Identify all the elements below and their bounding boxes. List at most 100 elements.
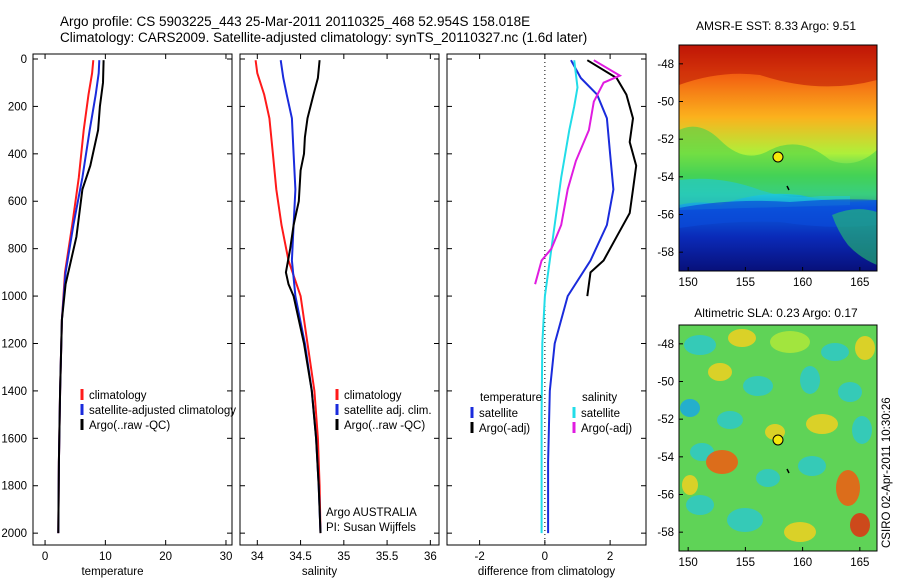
y-tick-label: 1200 bbox=[1, 338, 27, 350]
map-y-tick-label: -54 bbox=[657, 172, 674, 184]
legend-header: temperature bbox=[480, 392, 542, 404]
salinity-panel: 34 34.5 35 35.5 36 salinity climatology satelli… bbox=[239, 53, 440, 578]
map-y-tick-label: -54 bbox=[657, 452, 674, 464]
x-tick-label: 30 bbox=[220, 551, 233, 563]
map-x-tick-label: 155 bbox=[736, 277, 755, 289]
header-line-2: Climatology: CARS2009. Satellite-adjuste… bbox=[60, 30, 588, 45]
annotation: Argo AUSTRALIA bbox=[326, 507, 417, 519]
y-tick-label: 0 bbox=[21, 54, 27, 66]
map-x-tick-label: 150 bbox=[679, 277, 698, 289]
sla-patch bbox=[680, 399, 700, 417]
sla-map-axes: 150 155 160 165 -48 -50 -52 -54 -56 -58 bbox=[657, 339, 869, 569]
temperature-panel: 0 10 20 30 0 200 400 600 800 1000 1200 1400 1600 1800… bbox=[1, 53, 236, 578]
y-tick-label: 800 bbox=[8, 244, 27, 256]
legend-label: Argo(-adj) bbox=[479, 423, 530, 435]
legend-label: satellite adj. clim. bbox=[344, 405, 432, 417]
sst-argo-marker bbox=[772, 151, 784, 163]
x-tick-label: 20 bbox=[159, 551, 172, 563]
sla-patch bbox=[784, 522, 816, 542]
sla-patch bbox=[684, 335, 716, 355]
map-y-tick-label: -52 bbox=[657, 134, 674, 146]
legend-label: satellite-adjusted climatology bbox=[89, 405, 236, 417]
plot-frame bbox=[32, 53, 233, 546]
map-x-tick-label: 150 bbox=[679, 557, 698, 569]
sla-map-title: Altimetric SLA: 0.23 Argo: 0.17 bbox=[694, 306, 858, 320]
x-tick-label: 2 bbox=[607, 551, 613, 563]
x-tick-label: 10 bbox=[99, 551, 112, 563]
y-tick-label: 1400 bbox=[1, 386, 27, 398]
sla-map: Altimetric SLA: 0.23 Argo: 0.17 150 155 16… bbox=[657, 306, 878, 569]
x-tick-label: 36 bbox=[424, 551, 437, 563]
map-y-tick-label: -48 bbox=[657, 59, 674, 71]
legend-label: satellite bbox=[479, 408, 518, 420]
y-tick-label: 1600 bbox=[1, 433, 27, 445]
figure-header: Argo profile: CS 5903225_443 25-Mar-2011… bbox=[0, 0, 640, 50]
x-tick-label: 34 bbox=[251, 551, 264, 563]
sla-patch bbox=[728, 329, 756, 347]
sla-patch bbox=[836, 470, 860, 506]
series-line-red bbox=[254, 60, 322, 534]
sla-patch bbox=[850, 513, 870, 537]
sla-patch bbox=[756, 469, 780, 487]
sla-patch bbox=[686, 495, 714, 515]
header-line-1: Argo profile: CS 5903225_443 25-Mar-2011… bbox=[60, 14, 531, 29]
x-axis-label: salinity bbox=[302, 566, 337, 578]
x-tick-label: 35.5 bbox=[376, 551, 398, 563]
x-tick-label: 34.5 bbox=[289, 551, 311, 563]
sst-map-frame bbox=[678, 44, 878, 272]
sla-patch bbox=[708, 363, 732, 381]
series-line-cyan bbox=[540, 60, 579, 534]
series-line-blue bbox=[547, 59, 615, 534]
map-x-tick-label: 165 bbox=[850, 277, 869, 289]
legend-label: climatology bbox=[89, 390, 147, 402]
legend-label: climatology bbox=[344, 390, 402, 402]
sla-patch bbox=[706, 450, 738, 474]
x-tick-label: 0 bbox=[542, 551, 548, 563]
map-y-tick-label: -58 bbox=[657, 527, 674, 539]
y-tick-label: 600 bbox=[8, 196, 27, 208]
sla-anomaly-patches bbox=[680, 329, 875, 542]
legend-header: salinity bbox=[582, 392, 617, 404]
map-y-tick-label: -52 bbox=[657, 414, 674, 426]
plot-frame bbox=[239, 53, 440, 546]
map-x-tick-label: 160 bbox=[793, 277, 812, 289]
sst-warm-patch bbox=[679, 45, 877, 87]
y-tick-label: 2000 bbox=[1, 528, 27, 540]
map-x-tick-label: 160 bbox=[793, 557, 812, 569]
y-tick-label: 200 bbox=[8, 101, 27, 113]
sla-map-frame bbox=[678, 324, 878, 552]
sst-map-title: AMSR-E SST: 8.33 Argo: 9.51 bbox=[696, 19, 856, 33]
map-y-tick-label: -50 bbox=[657, 377, 674, 389]
series-line-black bbox=[284, 60, 322, 534]
sla-patch bbox=[798, 456, 826, 476]
sla-patch bbox=[852, 416, 872, 444]
map-y-tick-label: -58 bbox=[657, 247, 674, 259]
sst-argo-track bbox=[786, 185, 790, 191]
sla-patch bbox=[727, 508, 763, 532]
x-tick-label: 0 bbox=[42, 551, 48, 563]
plot-frame bbox=[446, 53, 647, 546]
y-tick-label: 1800 bbox=[1, 481, 27, 493]
annotation: PI: Susan Wijffels bbox=[326, 522, 416, 534]
map-x-tick-label: 155 bbox=[736, 557, 755, 569]
sst-green-east bbox=[832, 209, 877, 265]
map-y-tick-label: -50 bbox=[657, 97, 674, 109]
sla-patch bbox=[717, 411, 743, 429]
sst-front bbox=[679, 199, 877, 228]
sla-patch bbox=[743, 376, 773, 396]
footer-stamp: CSIRO 02-Apr-2011 10:30:26 bbox=[881, 397, 893, 548]
sst-map: AMSR-E SST: 8.33 Argo: 9.51 150 155 160 165… bbox=[657, 19, 878, 289]
sla-argo-track bbox=[786, 468, 790, 474]
sla-patch bbox=[682, 475, 698, 495]
sla-patch bbox=[770, 331, 810, 353]
sst-map-axes: 150 155 160 165 -48 -50 -52 -54 -56 -58 bbox=[657, 59, 869, 289]
sla-patch bbox=[806, 414, 838, 434]
sla-patch bbox=[800, 366, 820, 394]
x-tick-label: 35 bbox=[337, 551, 350, 563]
sla-patch bbox=[821, 343, 849, 361]
series-line-black bbox=[586, 59, 638, 297]
sla-argo-marker bbox=[772, 434, 784, 446]
series-line-black bbox=[57, 60, 105, 534]
legend-label: Argo(..raw -QC) bbox=[344, 420, 425, 432]
x-axis-label: temperature bbox=[81, 566, 143, 578]
